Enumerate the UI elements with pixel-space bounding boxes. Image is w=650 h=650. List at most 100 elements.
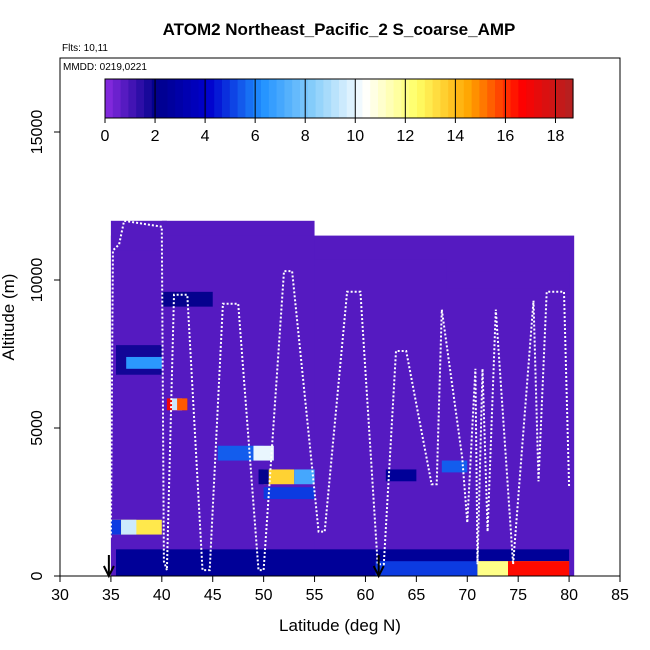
colorbar-tick-label-5: 10: [346, 128, 364, 145]
colorbar-swatch-31: [346, 79, 356, 118]
heatmap-cell-11: [253, 445, 274, 461]
y-axis-label: Altitude (m): [0, 274, 18, 361]
colorbar-swatch-7: [159, 79, 168, 118]
x-tick-label-10: 80: [560, 587, 578, 604]
colorbar-swatch-3: [128, 79, 137, 118]
colorbar-swatch-18: [245, 79, 254, 118]
heatmap-cell-0: [110, 220, 167, 251]
colorbar-swatch-53: [518, 79, 527, 118]
colorbar-swatch-6: [151, 79, 161, 118]
x-axis: 30 35 40 45 50 55 60 65 70 75 80 85: [51, 576, 629, 604]
x-tick-label-2: 40: [153, 587, 171, 604]
heatmap-cell-14: [258, 469, 269, 485]
colorbar-swatch-26: [307, 79, 317, 118]
colorbar-swatch-16: [229, 79, 239, 118]
colorbar-swatch-46: [463, 79, 473, 118]
heatmap-cell-17: [110, 519, 122, 535]
colorbar-swatch-14: [214, 79, 223, 118]
colorbar-swatch-49: [487, 79, 496, 118]
colorbar-swatch-43: [440, 79, 449, 118]
heatmap-cell-18: [121, 519, 137, 535]
y-tick-label-3: 15000: [29, 110, 46, 155]
colorbar-swatch-45: [456, 79, 465, 118]
colorbar-swatch-27: [315, 79, 324, 118]
colorbar-swatch-57: [549, 79, 558, 118]
x-tick-label-5: 55: [306, 587, 324, 604]
colorbar-swatch-4: [136, 79, 145, 118]
heatmap-cell-22: [375, 561, 478, 576]
heatmap-cell-2: [314, 259, 447, 280]
colorbar-swatch-32: [354, 79, 363, 118]
colorbar-swatch-30: [339, 79, 348, 118]
heatmap-cell-19: [441, 460, 468, 473]
y-tick-label-1: 5000: [29, 410, 46, 446]
heatmap-cell-9: [177, 398, 188, 411]
heatmap-cell-1: [166, 235, 315, 266]
colorbar-swatch-36: [385, 79, 395, 118]
colorbar-swatch-59: [565, 79, 574, 118]
y-tick-label-0: 0: [29, 571, 46, 580]
colorbar-swatch-29: [331, 79, 340, 118]
colorbar-swatch-15: [222, 79, 231, 118]
colorbar-swatch-47: [471, 79, 480, 118]
colorbar-swatch-1: [112, 79, 122, 118]
heatmap-layer: [110, 220, 575, 577]
colorbar-swatch-34: [370, 79, 379, 118]
colorbar-swatch-20: [261, 79, 270, 118]
colorbar-swatch-10: [183, 79, 192, 118]
x-tick-label-9: 75: [509, 587, 527, 604]
colorbar-swatch-41: [424, 79, 434, 118]
colorbar: 0 2 4 6 8 10 12 14 16 18: [101, 78, 574, 145]
heatmap-cell-24: [508, 561, 570, 576]
colorbar-swatch-35: [378, 79, 387, 118]
heatmap-cell-13: [294, 469, 315, 485]
colorbar-swatch-13: [206, 79, 215, 118]
colorbar-tick-label-8: 16: [497, 128, 515, 145]
heatmap-cell-3: [446, 271, 570, 289]
colorbar-swatch-0: [105, 79, 114, 118]
heatmap-cell-25: [477, 561, 508, 576]
colorbar-swatch-11: [190, 79, 200, 118]
colorbar-swatch-28: [323, 79, 332, 118]
x-tick-label-1: 35: [102, 587, 120, 604]
mmdd-annotation: MMDD: 0219,0221: [63, 62, 147, 73]
colorbar-swatch-50: [495, 79, 504, 118]
colorbar-swatch-42: [432, 79, 441, 118]
x-tick-label-4: 50: [255, 587, 273, 604]
x-tick-label-0: 30: [51, 587, 69, 604]
colorbar-tick-label-6: 12: [396, 128, 414, 145]
heatmap-cell-6: [126, 356, 162, 369]
colorbar-swatch-9: [175, 79, 184, 118]
colorbar-swatch-55: [534, 79, 543, 118]
colorbar-swatch-56: [541, 79, 551, 118]
colorbar-swatch-17: [237, 79, 246, 118]
colorbar-tick-label-3: 6: [251, 128, 260, 145]
colorbar-swatch-40: [417, 79, 426, 118]
colorbar-swatch-12: [198, 79, 207, 118]
flight-track: [109, 219, 571, 572]
x-tick-label-11: 85: [611, 587, 629, 604]
x-tick-label-7: 65: [407, 587, 425, 604]
plot-frame: [59, 57, 621, 577]
x-tick-label-8: 70: [458, 587, 476, 604]
colorbar-swatch-58: [557, 79, 566, 118]
colorbar-swatch-39: [409, 79, 418, 118]
x-tick-label-3: 45: [204, 587, 222, 604]
heatmap-cell-10: [217, 445, 264, 461]
colorbar-swatch-44: [448, 79, 457, 118]
colorbar-tick-label-0: 0: [101, 128, 110, 145]
colorbar-tick-label-9: 18: [547, 128, 565, 145]
x-tick-label-6: 60: [357, 587, 375, 604]
colorbar-swatch-52: [510, 79, 519, 118]
heatmap-cell-12: [263, 469, 295, 485]
colorbar-swatch-22: [276, 79, 285, 118]
colorbar-swatch-2: [120, 79, 129, 118]
colorbar-swatch-25: [300, 79, 309, 118]
flights-annotation: Flts: 10,11: [62, 43, 108, 54]
colorbar-swatch-51: [502, 79, 512, 118]
colorbar-swatch-21: [268, 79, 278, 118]
y-axis: 0 5000 10000 15000: [29, 110, 60, 580]
y-tick-label-2: 10000: [29, 258, 46, 303]
colorbar-tick-label-1: 2: [151, 128, 160, 145]
